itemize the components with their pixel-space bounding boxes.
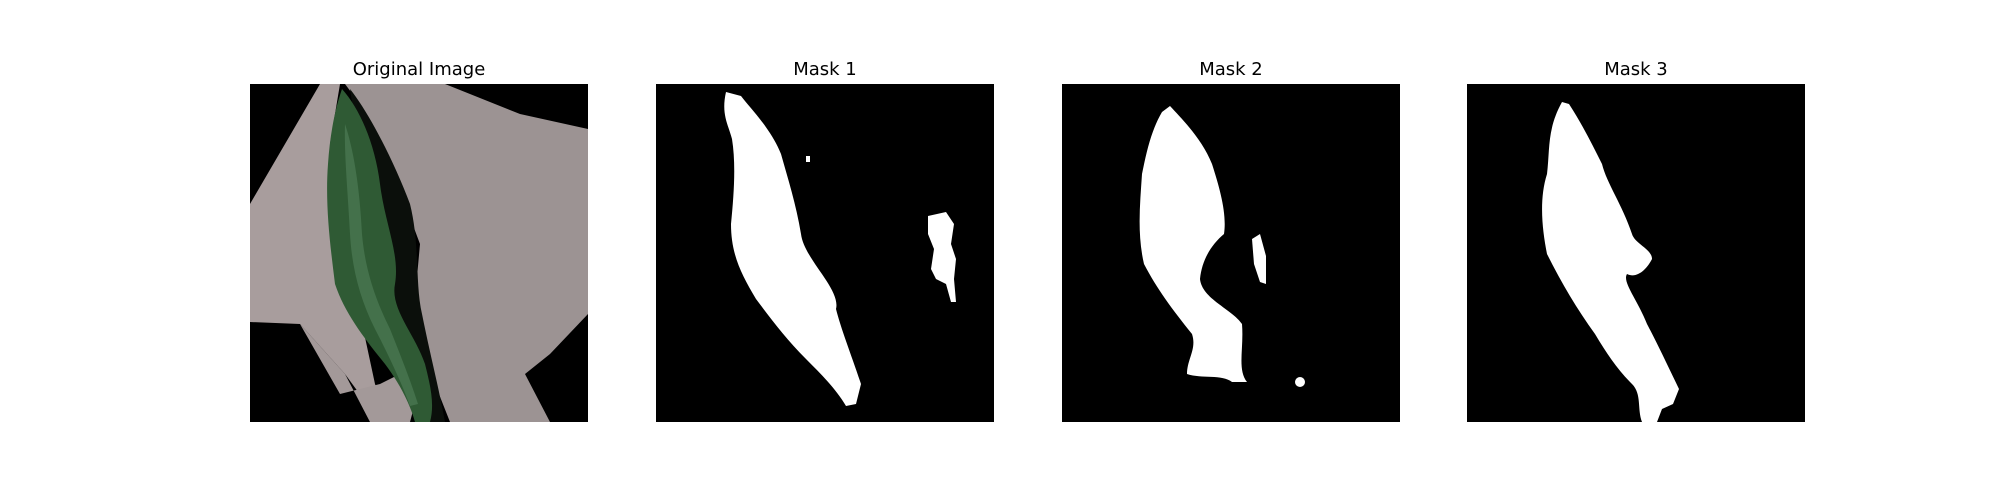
original-paper-right (345, 84, 588, 422)
mask-2-stem (1252, 234, 1266, 284)
panel-title-mask-3: Mask 3 (1604, 59, 1668, 80)
mask-3-leaf-region (1542, 102, 1679, 422)
panel-title-mask-1: Mask 1 (793, 59, 857, 80)
mask-1-speck (806, 156, 810, 162)
original-paper-left (250, 84, 390, 422)
original-image-canvas (250, 84, 588, 422)
mask-2-speck (1295, 377, 1305, 387)
mask-3-image (1467, 84, 1805, 422)
mask-2-leaf-region (1139, 106, 1247, 382)
panel-title-original: Original Image (352, 59, 486, 80)
mask-3-canvas (1467, 84, 1805, 422)
mask-1-spot (928, 212, 956, 302)
mask-1-image (656, 84, 994, 422)
original-paper-bottom (300, 324, 420, 422)
mask-1-leaf-region (724, 92, 861, 406)
mask-1-canvas (656, 84, 994, 422)
mask-2-canvas (1062, 84, 1400, 422)
original-leaf-highlight (344, 124, 418, 406)
original-image (250, 84, 588, 422)
panel-title-mask-2: Mask 2 (1199, 59, 1263, 80)
mask-2-image (1062, 84, 1400, 422)
